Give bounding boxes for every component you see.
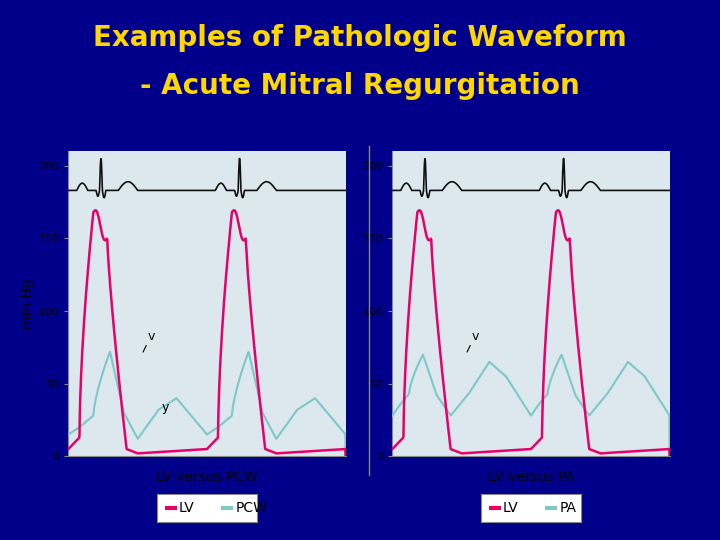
Text: v: v xyxy=(148,330,155,343)
Text: PA: PA xyxy=(559,501,576,515)
Text: PCW: PCW xyxy=(235,501,267,515)
Text: LV: LV xyxy=(179,501,194,515)
Text: LV versus PCW: LV versus PCW xyxy=(156,470,258,484)
Text: LV versus PA: LV versus PA xyxy=(487,470,575,484)
Text: y: y xyxy=(161,401,168,414)
Y-axis label: mm Hg: mm Hg xyxy=(22,279,35,329)
Text: - Acute Mitral Regurgitation: - Acute Mitral Regurgitation xyxy=(140,71,580,99)
Text: Examples of Pathologic Waveform: Examples of Pathologic Waveform xyxy=(93,24,627,52)
Text: v: v xyxy=(472,330,479,343)
Text: LV: LV xyxy=(503,501,518,515)
